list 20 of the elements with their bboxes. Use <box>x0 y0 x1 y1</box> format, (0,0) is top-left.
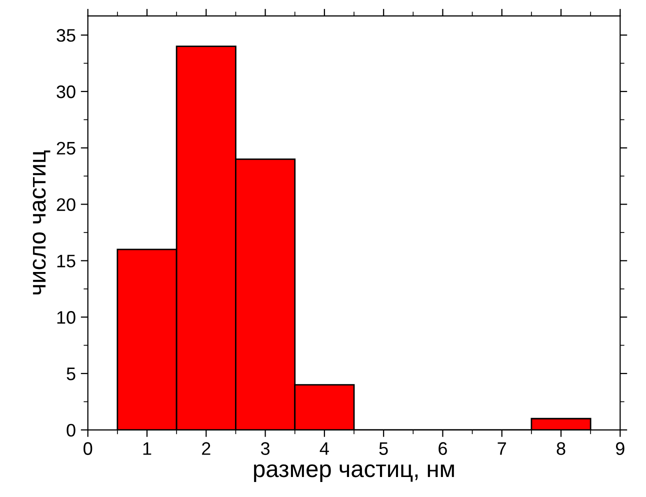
x-tick-label: 1 <box>143 442 152 455</box>
y-tick-label: 35 <box>56 29 76 42</box>
x-tick-label: 0 <box>84 442 92 455</box>
x-tick-label: 9 <box>616 442 624 455</box>
y-axis-title: число частиц <box>32 150 50 294</box>
y-tick-label: 25 <box>56 142 76 155</box>
x-axis-title: размер частиц, нм <box>254 464 454 482</box>
y-tick-label: 15 <box>57 254 76 268</box>
y-tick-label: 30 <box>56 85 76 98</box>
y-tick-label: 10 <box>57 311 76 324</box>
x-tick-label: 7 <box>498 442 506 455</box>
y-tick-label: 20 <box>56 198 76 212</box>
y-tick-label: 0 <box>66 424 76 437</box>
x-tick-label: 3 <box>260 442 270 455</box>
x-tick-label: 6 <box>438 442 447 455</box>
y-tick-label: 5 <box>66 368 76 380</box>
x-tick-label: 5 <box>379 442 388 455</box>
x-tick-label: 2 <box>202 442 210 455</box>
x-tick-label: 4 <box>320 442 329 455</box>
x-tick-label: 8 <box>556 442 566 455</box>
